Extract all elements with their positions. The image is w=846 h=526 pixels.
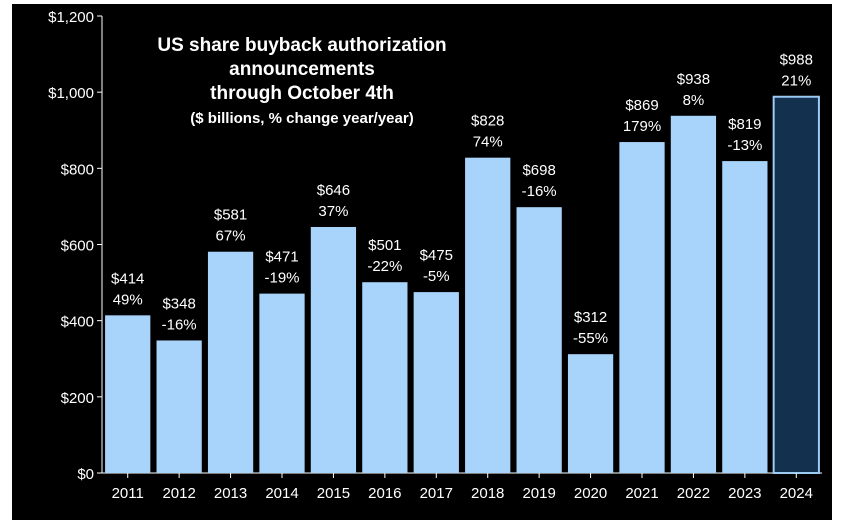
bar-pct-label: -16% <box>162 316 197 333</box>
bar-value-label: $828 <box>471 113 504 130</box>
x-tick-label: 2016 <box>368 485 401 502</box>
y-tick-label: $1,200 <box>48 9 94 26</box>
chart-title-line-1: US share buyback authorization <box>157 35 447 56</box>
bar-value-label: $471 <box>265 249 298 266</box>
bar-value-label: $646 <box>317 182 350 199</box>
y-tick-label: $200 <box>61 390 94 407</box>
bar-pct-label: 74% <box>473 134 503 151</box>
chart-subtitle: ($ billions, % change year/year) <box>190 110 414 127</box>
bar-value-label: $819 <box>728 116 761 133</box>
bar <box>105 315 151 473</box>
bar-value-label: $869 <box>625 97 658 114</box>
chart-frame: $0 $200 $400 $600 $800 $1,000 $1,200 $414 49% 201… <box>12 4 832 520</box>
y-tick-label: $0 <box>77 466 94 483</box>
bar-pct-label: -55% <box>573 330 608 347</box>
chart-title-line-3: through October 4th <box>210 83 394 104</box>
x-tick-label: 2011 <box>112 485 144 502</box>
chart-title-block: US share buyback authorization announcem… <box>107 34 497 130</box>
bar <box>259 293 305 473</box>
bar-pct-label: 8% <box>683 92 705 109</box>
bar <box>619 142 665 473</box>
x-tick-label: 2020 <box>574 485 607 502</box>
bar <box>567 354 614 473</box>
x-tick-label: 2024 <box>780 485 813 502</box>
bar <box>670 115 717 474</box>
x-tick-label: 2019 <box>522 485 555 502</box>
bar <box>362 282 408 473</box>
bar-value-label: $988 <box>780 52 813 69</box>
x-tick-label: 2014 <box>265 485 298 502</box>
bar-pct-label: 179% <box>623 118 661 135</box>
bar-value-label: $312 <box>574 309 607 326</box>
bar-value-label: $501 <box>368 237 401 254</box>
x-tick-label: 2015 <box>317 485 350 502</box>
x-tick-label: 2012 <box>162 485 195 502</box>
bar-value-label: $475 <box>420 247 453 264</box>
bar <box>156 340 202 473</box>
bar-pct-label: -22% <box>367 258 402 275</box>
x-tick-label: 2017 <box>420 485 453 502</box>
bar <box>516 207 562 473</box>
bar <box>207 251 254 473</box>
bar <box>772 95 820 474</box>
bar-pct-label: 67% <box>216 228 246 245</box>
bar <box>310 226 357 473</box>
x-tick-label: 2022 <box>677 485 710 502</box>
chart-title-line-2: announcements <box>229 59 375 80</box>
bar-pct-label: -16% <box>522 183 557 200</box>
y-tick-label: $1,000 <box>48 85 94 102</box>
bar-value-label: $938 <box>677 71 710 88</box>
bar-pct-label: -5% <box>423 268 450 285</box>
bar-pct-label: 21% <box>781 73 811 90</box>
bar-chart: $0 $200 $400 $600 $800 $1,000 $1,200 $414 49% 201… <box>48 9 822 502</box>
bar <box>722 161 768 473</box>
bar-pct-label: -19% <box>264 270 299 287</box>
bar-value-label: $414 <box>111 270 144 287</box>
bar <box>413 292 459 473</box>
y-tick-label: $800 <box>61 161 94 178</box>
y-tick-label: $400 <box>61 314 94 331</box>
bar-pct-label: 49% <box>113 291 143 308</box>
bar-value-label: $698 <box>522 162 555 179</box>
bar <box>465 157 511 474</box>
bar-value-label: $348 <box>162 295 195 312</box>
x-tick-label: 2023 <box>728 485 761 502</box>
x-tick-label: 2013 <box>214 485 247 502</box>
x-tick-label: 2021 <box>625 485 658 502</box>
x-tick-label: 2018 <box>471 485 504 502</box>
y-tick-label: $600 <box>61 238 94 255</box>
bar-value-label: $581 <box>214 207 247 224</box>
bar-pct-label: -13% <box>727 137 762 154</box>
bar-pct-label: 37% <box>318 203 348 220</box>
